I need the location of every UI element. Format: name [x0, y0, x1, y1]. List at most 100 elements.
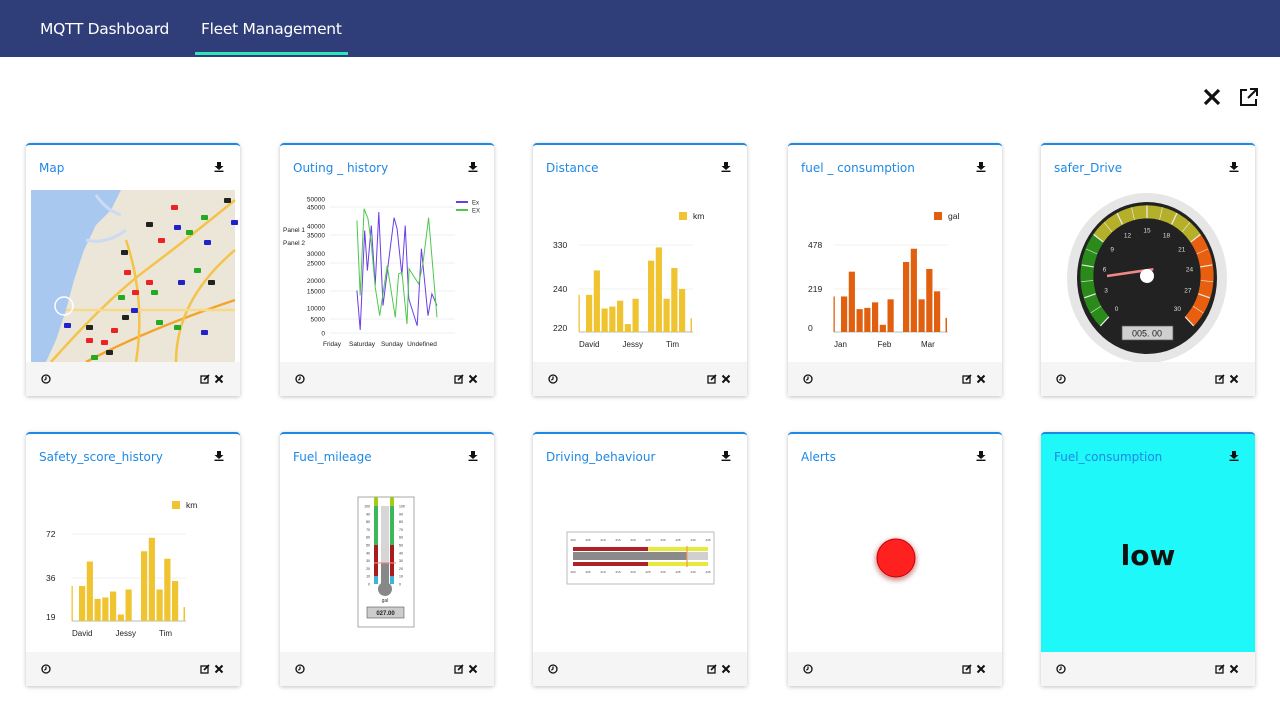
scale-label: 40 — [399, 551, 403, 555]
y-tick-label: 0 — [321, 331, 325, 338]
card-body: 220 240 330 David Jessy Tim km — [553, 211, 704, 349]
bar — [926, 268, 933, 332]
clock-icon[interactable] — [803, 664, 813, 674]
y-tick-label: 19 — [46, 612, 56, 622]
download-icon[interactable] — [214, 162, 224, 172]
truck-marker-icon — [124, 270, 131, 275]
download-icon[interactable] — [214, 451, 224, 461]
tab-mqtt-dashboard[interactable]: MQTT Dashboard — [40, 20, 170, 38]
remove-icon[interactable] — [721, 664, 731, 674]
truck-marker-icon — [118, 295, 125, 300]
x-tick-label: David — [579, 340, 599, 349]
gauge-readout-box — [1121, 325, 1174, 341]
edit-icon[interactable] — [1215, 664, 1225, 674]
gauge-label: 18 — [1163, 233, 1171, 240]
scale-label: 50 — [366, 544, 370, 548]
edit-icon[interactable] — [707, 374, 717, 384]
gauge-label: 24 — [1186, 266, 1194, 273]
clock-icon[interactable] — [41, 374, 51, 384]
clock-icon[interactable] — [295, 374, 305, 384]
remove-icon[interactable] — [1229, 374, 1239, 384]
truck-marker-icon — [121, 250, 128, 255]
y-tick-label-secondary: 30000 — [307, 251, 325, 258]
download-icon[interactable] — [976, 162, 986, 172]
y-tick-label: 45000 — [307, 205, 325, 212]
truck-marker-icon — [156, 320, 163, 325]
bar — [86, 561, 93, 621]
bar — [655, 247, 662, 332]
clock-icon[interactable] — [295, 664, 305, 674]
x-tick-label: Undefined — [407, 341, 437, 348]
remove-icon[interactable] — [468, 664, 478, 674]
scale-label: 200 — [570, 538, 575, 542]
scale-label: 235 — [675, 570, 680, 574]
thermometer-top — [374, 497, 378, 506]
bar — [632, 298, 639, 332]
scale-label: 20 — [366, 567, 370, 571]
download-icon[interactable] — [976, 451, 986, 461]
edit-icon[interactable] — [1215, 374, 1225, 384]
scale-label: 205 — [585, 538, 590, 542]
close-icon[interactable] — [1201, 86, 1223, 108]
truck-marker-icon — [101, 340, 108, 345]
remove-icon[interactable] — [214, 664, 224, 674]
edit-icon[interactable] — [962, 664, 972, 674]
alert-indicator — [876, 538, 916, 578]
edit-icon[interactable] — [454, 664, 464, 674]
external-link-icon[interactable] — [1238, 86, 1260, 108]
clock-icon[interactable] — [548, 664, 558, 674]
download-icon[interactable] — [721, 451, 731, 461]
bar — [856, 309, 863, 332]
gauge-label: 6 — [1103, 266, 1107, 273]
remove-icon[interactable] — [468, 374, 478, 384]
tab-fleet-management[interactable]: Fleet Management — [195, 20, 348, 55]
edit-icon[interactable] — [200, 374, 210, 384]
truck-marker-icon — [86, 325, 93, 330]
edit-icon[interactable] — [707, 664, 717, 674]
y-tick-label: 0 — [808, 323, 813, 333]
remove-icon[interactable] — [214, 374, 224, 384]
remove-icon[interactable] — [976, 374, 986, 384]
card-title: fuel _ consumption — [801, 161, 915, 175]
card-footer — [280, 652, 494, 686]
y-tick-label: 72 — [46, 529, 56, 539]
gauge-tick — [1085, 248, 1098, 255]
clock-icon[interactable] — [548, 374, 558, 384]
scale-label: 40 — [366, 551, 370, 555]
card-title: Distance — [546, 161, 599, 175]
x-tick-label: Mar — [921, 340, 935, 349]
edit-icon[interactable] — [200, 664, 210, 674]
download-icon[interactable] — [1229, 162, 1239, 172]
gauge-label: 0 — [1115, 306, 1119, 313]
card-body: 0 3 6 9 12 15 18 21 24 27 30 005. 00 — [1067, 193, 1227, 363]
clock-icon[interactable] — [1056, 374, 1066, 384]
legend-swatch — [172, 501, 180, 509]
status-value: low — [1120, 539, 1176, 572]
readout-value: 027.00 — [376, 611, 395, 617]
scale-label: 30 — [366, 559, 370, 563]
clock-icon[interactable] — [803, 374, 813, 384]
edit-icon[interactable] — [454, 374, 464, 384]
card-mileage: Fuel_mileage 0 0 10 10 20 20 30 30 40 40 50 50 60 60 7… — [280, 432, 494, 686]
scale-label: 60 — [366, 536, 370, 540]
download-icon[interactable] — [468, 451, 478, 461]
map-road — [85, 298, 236, 363]
download-icon[interactable] — [1229, 451, 1239, 461]
remove-icon[interactable] — [721, 374, 731, 384]
remove-icon[interactable] — [976, 664, 986, 674]
remove-icon[interactable] — [1229, 664, 1239, 674]
download-icon[interactable] — [468, 162, 478, 172]
edit-icon[interactable] — [962, 374, 972, 384]
thermometer-scale-band — [390, 545, 394, 577]
scale-label: 80 — [399, 520, 403, 524]
panel-label: Panel 1 — [283, 227, 305, 234]
gauge-tick — [1170, 212, 1178, 225]
download-icon[interactable] — [721, 162, 731, 172]
clock-icon[interactable] — [1056, 664, 1066, 674]
gauge-tick — [1081, 280, 1094, 282]
card-fuelc: Fuel_consumption low — [1041, 432, 1255, 686]
scale-label: 220 — [630, 538, 635, 542]
top-nav: MQTT Dashboard Fleet Management — [0, 0, 1280, 57]
thermometer-scale-band — [390, 506, 394, 545]
clock-icon[interactable] — [41, 664, 51, 674]
